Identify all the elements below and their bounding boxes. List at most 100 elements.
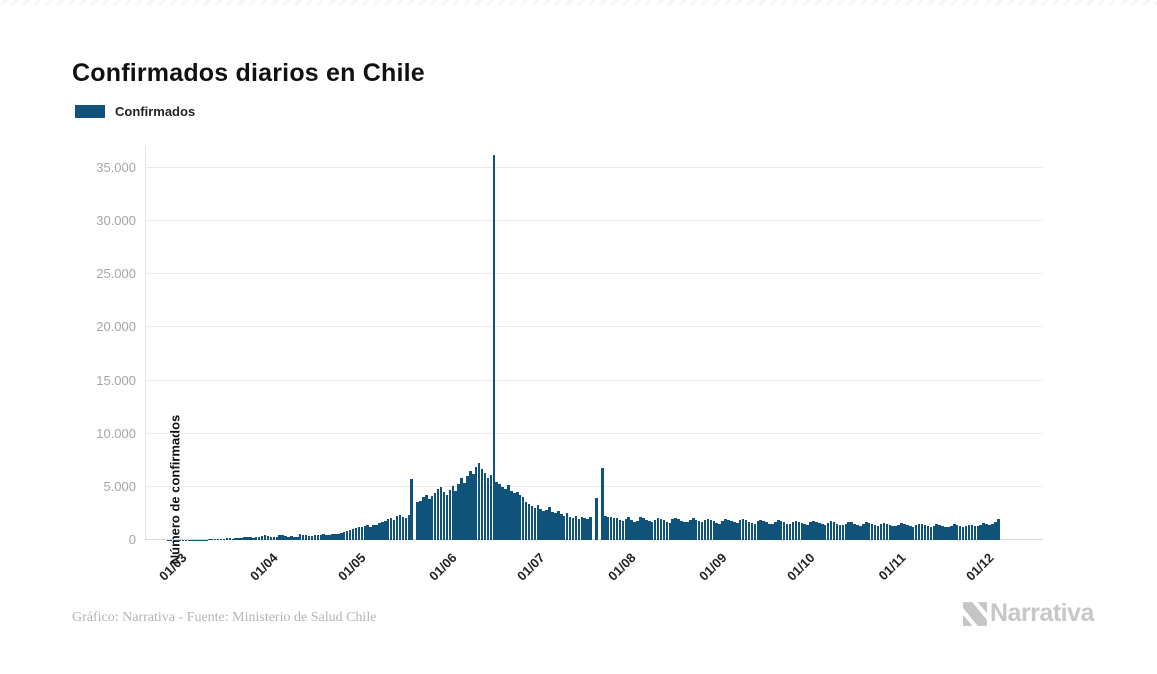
bar (516, 492, 519, 540)
bar (398, 514, 402, 540)
bar (653, 519, 657, 540)
bar (249, 536, 252, 540)
bar (577, 518, 581, 540)
bar (730, 520, 733, 540)
bar (785, 523, 789, 540)
bar (419, 500, 422, 540)
bar (445, 495, 449, 540)
bar (483, 473, 487, 540)
bar (976, 526, 979, 540)
bar (738, 520, 742, 540)
bar (997, 519, 1000, 540)
bar (472, 474, 475, 540)
bar (410, 479, 413, 540)
bar (304, 534, 308, 540)
bar (665, 521, 669, 540)
bar (771, 524, 774, 540)
bar (574, 515, 578, 540)
bar (979, 524, 982, 540)
bar (882, 522, 886, 540)
gridline-10000 (145, 432, 1043, 434)
bar (991, 524, 994, 540)
bar (530, 505, 534, 540)
bar (422, 497, 425, 540)
bar (281, 535, 284, 540)
bar (636, 520, 639, 540)
x-tick-01-05: 01/05 (334, 550, 369, 584)
x-tick-01-09: 01/09 (695, 550, 730, 584)
y-tick-5000: 5.000 (103, 478, 136, 494)
bar (501, 486, 504, 540)
x-tick-01-12: 01/12 (962, 550, 997, 584)
bar (929, 526, 933, 540)
bar (510, 491, 513, 540)
x-tick-01-07: 01/07 (513, 550, 548, 584)
bar (955, 525, 959, 540)
bar (741, 519, 745, 540)
bar (260, 536, 264, 540)
bar (967, 524, 971, 540)
bar (753, 523, 757, 540)
bar (958, 526, 962, 540)
bar (624, 518, 628, 540)
bar (932, 525, 935, 540)
bar (208, 539, 211, 540)
bar (296, 536, 299, 540)
gridline-25000 (145, 273, 1043, 275)
bar (375, 524, 378, 540)
torn-edge-decoration (0, 0, 1157, 5)
bar (944, 526, 947, 540)
bar (319, 534, 323, 540)
bar (821, 524, 824, 540)
bar (914, 525, 918, 540)
bar (853, 524, 856, 540)
bar (313, 535, 317, 540)
bar (844, 523, 848, 540)
bar (668, 522, 672, 540)
bar (642, 518, 645, 540)
bar (950, 525, 953, 540)
bar (994, 521, 997, 540)
bar (504, 488, 507, 540)
bar (340, 533, 343, 540)
x-tick-01-08: 01/08 (604, 550, 639, 584)
bar (451, 485, 454, 540)
bar (606, 516, 610, 540)
bar (806, 524, 809, 540)
bar (906, 525, 909, 540)
bar (873, 525, 877, 540)
bar (686, 522, 689, 540)
bar (328, 534, 331, 540)
bar (583, 517, 586, 540)
bar (498, 483, 501, 540)
narrativa-n-icon (963, 601, 987, 626)
bar (228, 538, 232, 540)
legend-item-confirmados[interactable]: Confirmados (75, 104, 195, 119)
bar (307, 536, 311, 540)
bar (474, 466, 478, 540)
bar (923, 525, 927, 540)
legend-swatch (75, 105, 105, 118)
bar (345, 531, 349, 540)
gridline-15000 (145, 379, 1043, 381)
bar (736, 522, 739, 540)
bar (231, 538, 235, 540)
bar (240, 538, 243, 540)
bar (219, 538, 223, 540)
bar (982, 522, 985, 540)
bar (521, 497, 525, 540)
bar (856, 525, 859, 540)
bar (213, 539, 217, 540)
bar (237, 537, 240, 540)
bar (903, 524, 906, 540)
bar (369, 527, 372, 540)
bar (580, 516, 584, 540)
bar (935, 524, 938, 540)
bar (389, 517, 393, 540)
bar (404, 517, 408, 540)
bar (718, 523, 721, 540)
bar (609, 517, 613, 540)
bar (257, 536, 261, 540)
bar (656, 517, 660, 540)
bar (269, 536, 273, 540)
